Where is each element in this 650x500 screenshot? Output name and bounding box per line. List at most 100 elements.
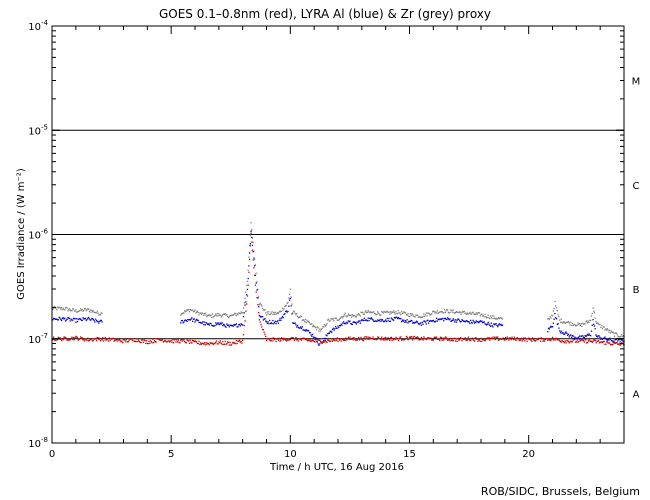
- data-point: [249, 245, 251, 247]
- data-point: [423, 337, 426, 339]
- data-point: [584, 334, 586, 337]
- data-point: [377, 311, 379, 313]
- data-point: [497, 317, 499, 320]
- data-point: [308, 320, 310, 323]
- data-point: [407, 312, 409, 315]
- data-point: [263, 309, 265, 311]
- data-point: [101, 339, 103, 341]
- data-point: [223, 313, 225, 315]
- data-point: [501, 324, 503, 327]
- data-point: [412, 313, 414, 316]
- data-point: [614, 332, 616, 334]
- data-point: [427, 312, 429, 314]
- data-point: [337, 319, 339, 321]
- data-point: [373, 313, 376, 315]
- data-point: [462, 337, 464, 340]
- data-point: [260, 303, 262, 306]
- data-point: [563, 333, 565, 335]
- data-point: [212, 343, 214, 346]
- data-point: [315, 337, 317, 339]
- data-point: [489, 315, 492, 317]
- data-point: [227, 317, 230, 319]
- data-point: [110, 338, 113, 340]
- data-point: [420, 316, 423, 318]
- data-point: [547, 318, 549, 320]
- data-point: [333, 329, 335, 331]
- data-point: [366, 319, 368, 321]
- data-point: [348, 320, 350, 323]
- data-point: [257, 297, 259, 299]
- data-point: [158, 338, 160, 341]
- data-point: [218, 313, 220, 315]
- data-point: [207, 342, 209, 344]
- data-point: [597, 340, 600, 342]
- data-point: [435, 311, 437, 313]
- data-point: [197, 319, 199, 322]
- data-point: [595, 334, 597, 336]
- data-point: [198, 314, 200, 316]
- data-point: [405, 313, 408, 316]
- flare-class-label-a: A: [633, 389, 640, 400]
- data-point: [288, 299, 291, 301]
- data-point: [622, 335, 624, 337]
- data-point: [100, 338, 102, 340]
- data-point: [326, 323, 328, 325]
- data-point: [611, 344, 613, 346]
- data-point: [451, 320, 453, 322]
- data-point: [102, 336, 104, 339]
- data-point: [201, 322, 203, 324]
- data-point: [225, 343, 227, 345]
- data-point: [255, 272, 257, 274]
- data-point: [356, 339, 358, 341]
- data-point: [219, 314, 222, 316]
- data-point: [205, 314, 207, 316]
- data-point: [300, 326, 302, 328]
- data-point: [292, 312, 294, 314]
- data-point: [86, 309, 88, 311]
- data-point: [578, 335, 581, 337]
- data-point: [446, 338, 448, 340]
- data-point: [398, 338, 400, 340]
- data-point: [246, 284, 248, 287]
- data-point: [257, 311, 260, 314]
- data-point: [92, 318, 95, 321]
- data-point: [476, 313, 478, 315]
- data-point: [67, 310, 69, 312]
- data-point: [443, 337, 446, 340]
- data-point: [97, 312, 99, 314]
- data-point: [361, 319, 363, 321]
- data-point: [122, 342, 124, 344]
- data-point: [608, 331, 610, 333]
- data-point: [588, 339, 590, 341]
- data-point: [152, 338, 154, 341]
- data-point: [146, 342, 149, 345]
- data-point: [254, 284, 257, 286]
- data-point: [93, 319, 95, 322]
- data-point: [195, 319, 197, 321]
- data-point: [107, 338, 109, 340]
- data-point: [477, 312, 479, 314]
- data-point: [553, 318, 555, 320]
- data-point: [300, 327, 303, 330]
- data-point: [222, 341, 224, 343]
- data-point: [230, 344, 232, 346]
- data-point: [567, 333, 570, 336]
- data-point: [478, 312, 480, 314]
- data-point: [606, 341, 609, 343]
- data-point: [390, 312, 392, 314]
- data-point: [239, 341, 241, 343]
- data-point: [64, 309, 66, 311]
- data-point: [65, 337, 67, 340]
- data-point: [140, 341, 142, 344]
- data-point: [395, 316, 397, 319]
- data-point: [570, 341, 573, 343]
- data-point: [87, 337, 89, 339]
- data-point: [115, 338, 118, 341]
- data-point: [416, 321, 419, 323]
- data-point: [408, 315, 410, 317]
- data-point: [466, 320, 469, 323]
- y-tick-label: 10-7: [28, 332, 48, 346]
- data-point: [417, 316, 419, 318]
- data-point: [595, 320, 597, 323]
- data-point: [59, 307, 61, 309]
